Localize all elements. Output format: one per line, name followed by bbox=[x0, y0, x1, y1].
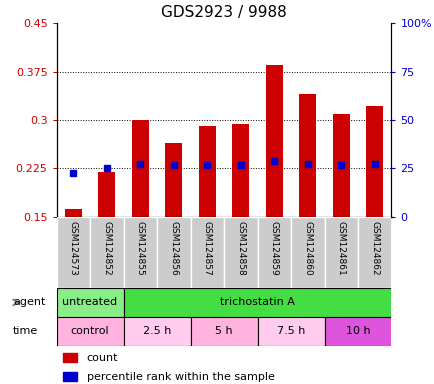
Text: trichostatin A: trichostatin A bbox=[220, 297, 294, 308]
Text: control: control bbox=[71, 326, 109, 336]
Bar bbox=[98, 172, 115, 217]
FancyBboxPatch shape bbox=[157, 217, 190, 288]
Text: agent: agent bbox=[13, 297, 45, 308]
Bar bbox=[63, 353, 76, 362]
FancyBboxPatch shape bbox=[90, 217, 123, 288]
Text: 5 h: 5 h bbox=[215, 326, 232, 336]
FancyBboxPatch shape bbox=[257, 217, 290, 288]
Bar bbox=[232, 124, 249, 217]
Text: GSM124858: GSM124858 bbox=[236, 220, 245, 275]
Bar bbox=[190, 317, 257, 346]
Text: time: time bbox=[13, 326, 38, 336]
Bar bbox=[65, 209, 82, 217]
Bar bbox=[63, 372, 76, 381]
FancyBboxPatch shape bbox=[290, 217, 324, 288]
Text: 10 h: 10 h bbox=[345, 326, 369, 336]
Bar bbox=[56, 288, 123, 317]
FancyBboxPatch shape bbox=[224, 217, 257, 288]
Bar bbox=[299, 94, 316, 217]
Text: percentile rank within the sample: percentile rank within the sample bbox=[86, 372, 274, 382]
Text: GSM124855: GSM124855 bbox=[135, 220, 145, 275]
Bar bbox=[257, 317, 324, 346]
Text: GSM124856: GSM124856 bbox=[169, 220, 178, 275]
Bar bbox=[165, 142, 182, 217]
FancyBboxPatch shape bbox=[324, 217, 357, 288]
Bar bbox=[198, 126, 215, 217]
Text: count: count bbox=[86, 353, 118, 363]
Bar bbox=[265, 65, 282, 217]
FancyBboxPatch shape bbox=[56, 217, 90, 288]
Bar bbox=[324, 317, 391, 346]
FancyBboxPatch shape bbox=[190, 217, 224, 288]
Text: GSM124859: GSM124859 bbox=[269, 220, 278, 275]
Bar bbox=[56, 317, 123, 346]
Text: 7.5 h: 7.5 h bbox=[276, 326, 305, 336]
Text: GSM124860: GSM124860 bbox=[302, 220, 312, 275]
Text: GSM124857: GSM124857 bbox=[202, 220, 211, 275]
Text: GSM124861: GSM124861 bbox=[336, 220, 345, 275]
Text: GSM124573: GSM124573 bbox=[69, 220, 78, 275]
Title: GDS2923 / 9988: GDS2923 / 9988 bbox=[161, 5, 286, 20]
Bar bbox=[365, 106, 382, 217]
Bar bbox=[123, 317, 190, 346]
Bar bbox=[123, 288, 391, 317]
Text: GSM124862: GSM124862 bbox=[369, 220, 378, 275]
Text: 2.5 h: 2.5 h bbox=[142, 326, 171, 336]
Text: GSM124852: GSM124852 bbox=[102, 220, 111, 275]
Bar bbox=[332, 114, 349, 217]
FancyBboxPatch shape bbox=[357, 217, 391, 288]
FancyBboxPatch shape bbox=[123, 217, 157, 288]
Text: untreated: untreated bbox=[62, 297, 117, 308]
Bar bbox=[132, 120, 148, 217]
